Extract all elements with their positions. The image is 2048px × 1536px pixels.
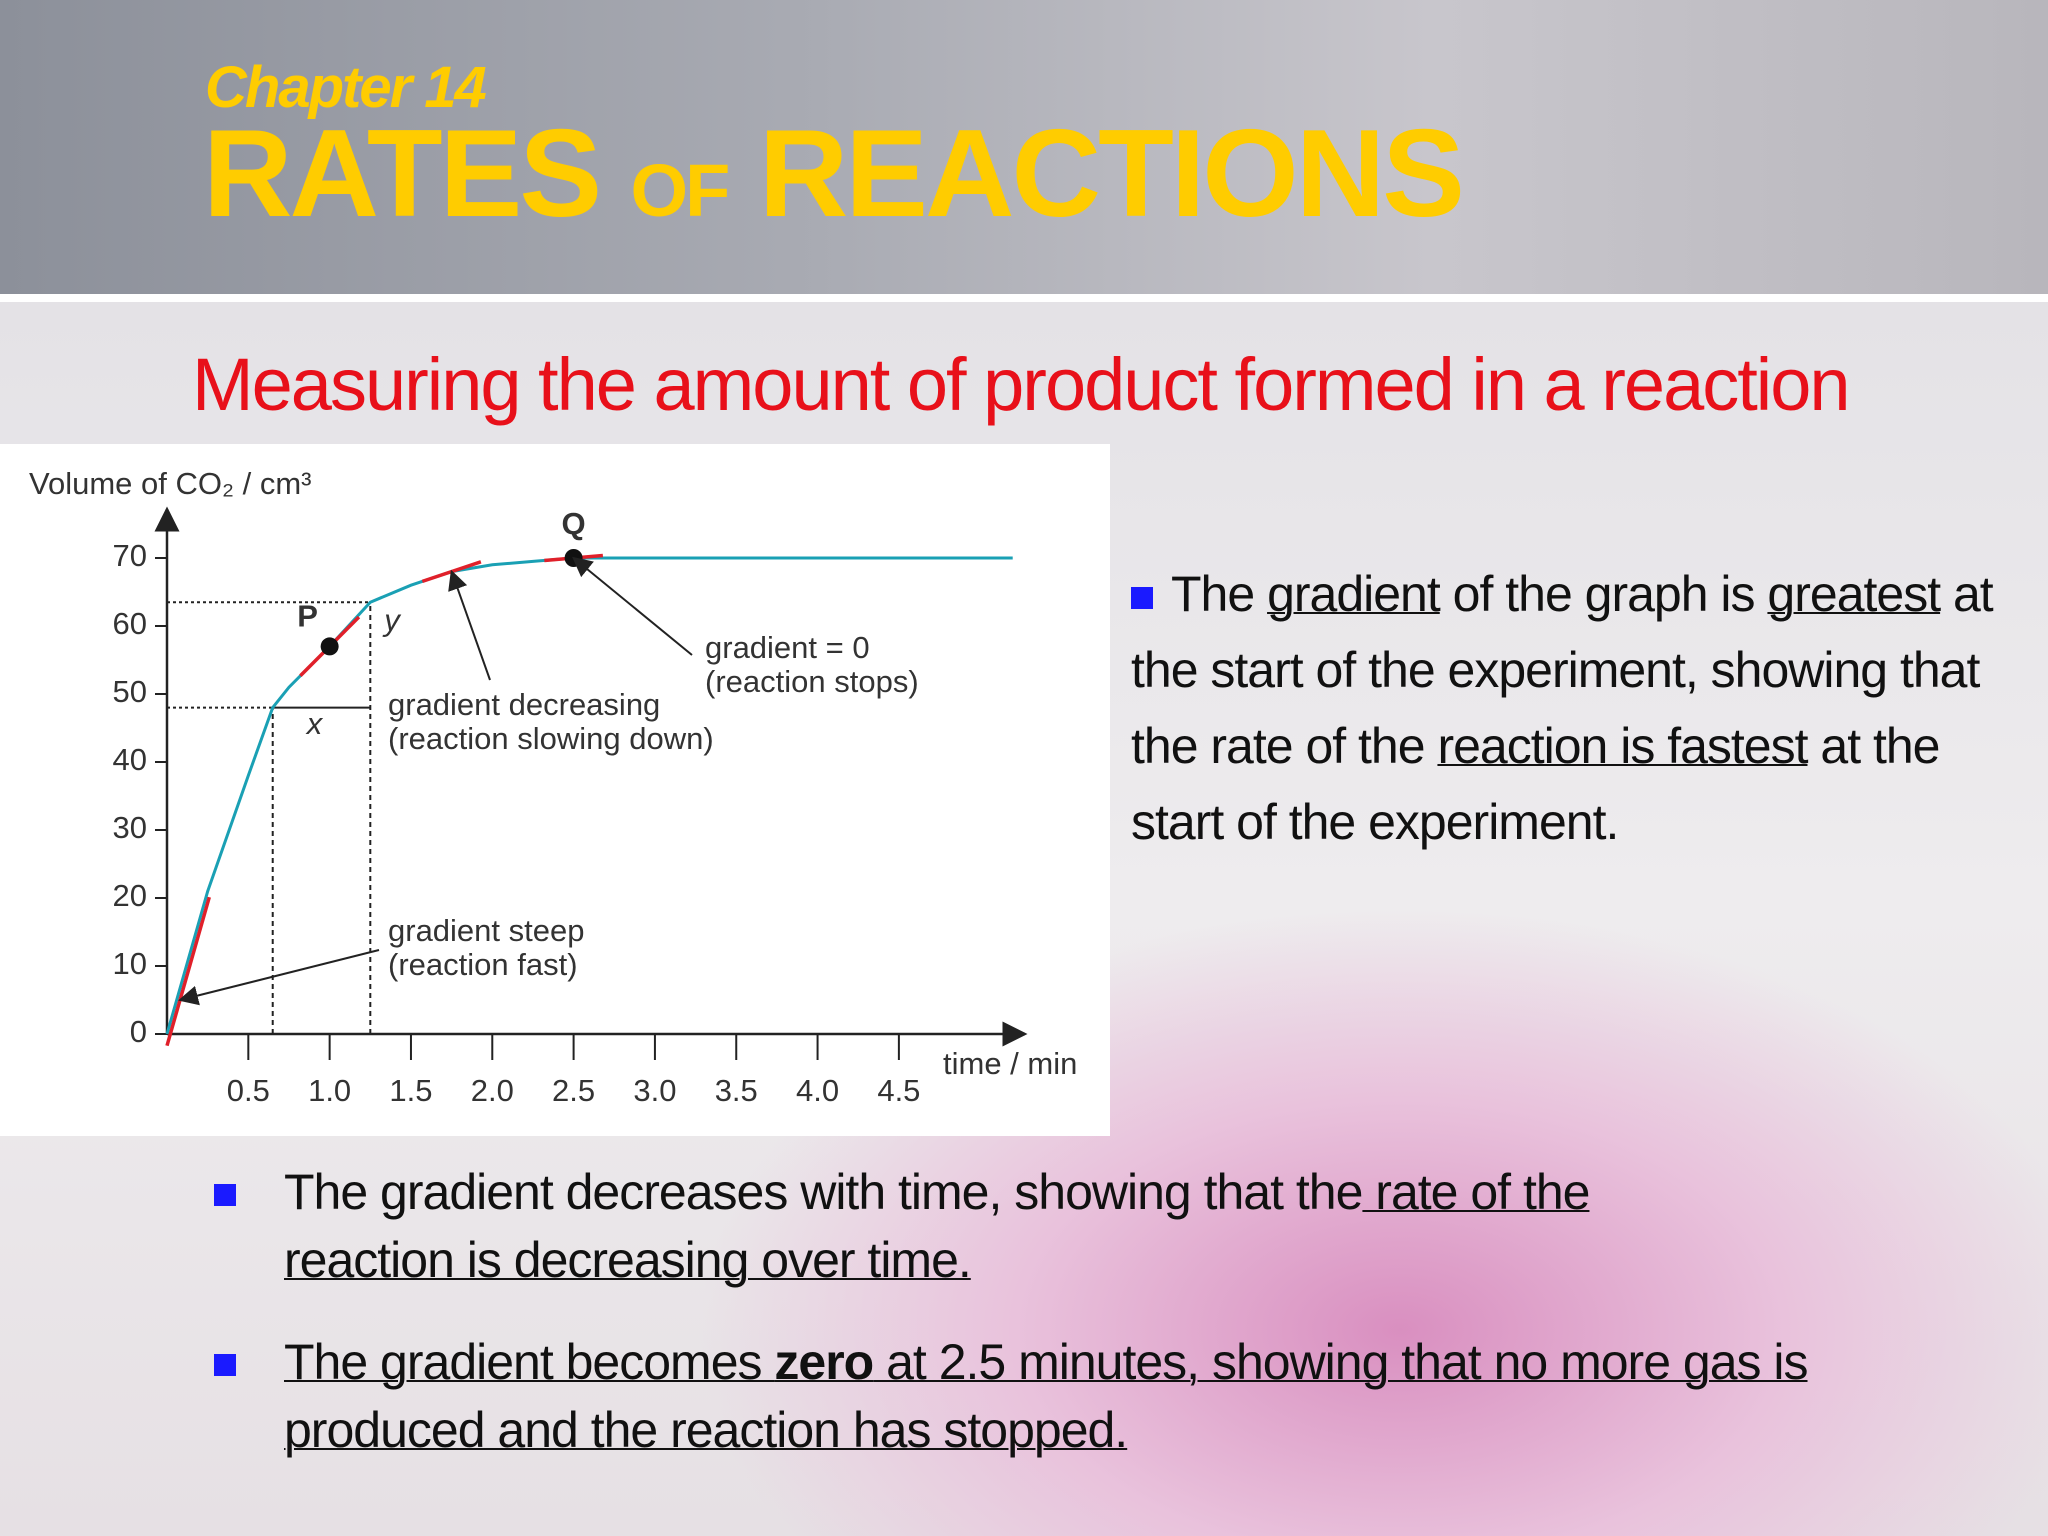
annotation-text: gradient steep [388,913,584,948]
text-run: gradient [1267,566,1441,622]
rule [0,294,2048,302]
tangent [421,560,482,584]
banner [0,0,2048,294]
y-tick-label: 40 [113,742,147,777]
point [320,637,339,656]
bullet-square [1131,586,1153,609]
y-tick-label: 50 [113,674,147,709]
y-tick-label: 70 [113,538,147,573]
point-label: Q [562,506,586,541]
curve [165,556,1013,1035]
guide-label: y [382,602,402,637]
text-run: reaction is fastest [1437,718,1808,774]
annotation-arrow [448,569,491,681]
y-tick-label: 10 [113,946,147,981]
y-tick-label: 30 [113,810,147,845]
subtitle: Measuring the amount of product formed i… [192,343,1851,426]
text-run: The [1171,566,1268,622]
x-axis-title: time / min [943,1046,1077,1081]
side-text: The gradient of the graph is greatest at… [1131,556,2031,860]
text-run: The gradient becomes [284,1334,775,1390]
y-axis-title: Volume of CO₂ / cm³ [29,466,312,501]
x-tick-label: 4.0 [796,1073,839,1108]
title-word: OF [630,149,731,232]
annotation-text: (reaction fast) [388,947,578,982]
annotation-arrow [178,949,380,1006]
annotation-text: (reaction stops) [705,664,919,699]
x-tick-label: 1.0 [308,1073,351,1108]
text-run: zero [774,1334,874,1390]
y-tick-label: 0 [130,1014,147,1049]
title: RATES OF REACTIONS [203,112,1465,236]
chapter: Chapter 14 [205,55,487,120]
text-run: at the start of the experiment, showing … [1131,566,1994,774]
text-run: greatest [1767,566,1941,622]
bullet-text: The gradient becomes zero at 2.5 minutes… [284,1328,1814,1464]
bullet-text: The gradient decreases with time, showin… [284,1158,1624,1294]
text-run: The gradient decreases with time, showin… [284,1164,1363,1220]
y-tick-label: 60 [113,606,147,641]
point-label: P [297,599,318,634]
x-tick-label: 4.5 [877,1073,920,1108]
x-tick-label: 2.0 [471,1073,514,1108]
guide-label: x [305,706,324,741]
x-tick-label: 3.5 [715,1073,758,1108]
text-run: of the graph is [1439,566,1768,622]
text-run: rate of the reaction is decreasing over … [284,1164,1590,1288]
title-word: REACTIONS [758,105,1465,243]
annotation-text: gradient decreasing [388,687,660,722]
x-tick-label: 3.0 [633,1073,676,1108]
x-tick-label: 2.5 [552,1073,595,1108]
x-tick-label: 1.5 [389,1073,432,1108]
text-run: at the start of the experiment. [1131,718,1940,850]
annotation-text: gradient = 0 [705,630,870,665]
tangent [165,896,211,1047]
annotation-text: (reaction slowing down) [388,721,714,756]
title-word: RATES [203,105,602,243]
annotation-arrow [572,556,693,656]
text-run: at 2.5 minutes, showing that no more gas… [284,1334,1809,1458]
x-tick-label: 0.5 [227,1073,270,1108]
bullet-square [214,1184,236,1206]
bullet-square [214,1354,236,1376]
y-tick-label: 20 [113,878,147,913]
